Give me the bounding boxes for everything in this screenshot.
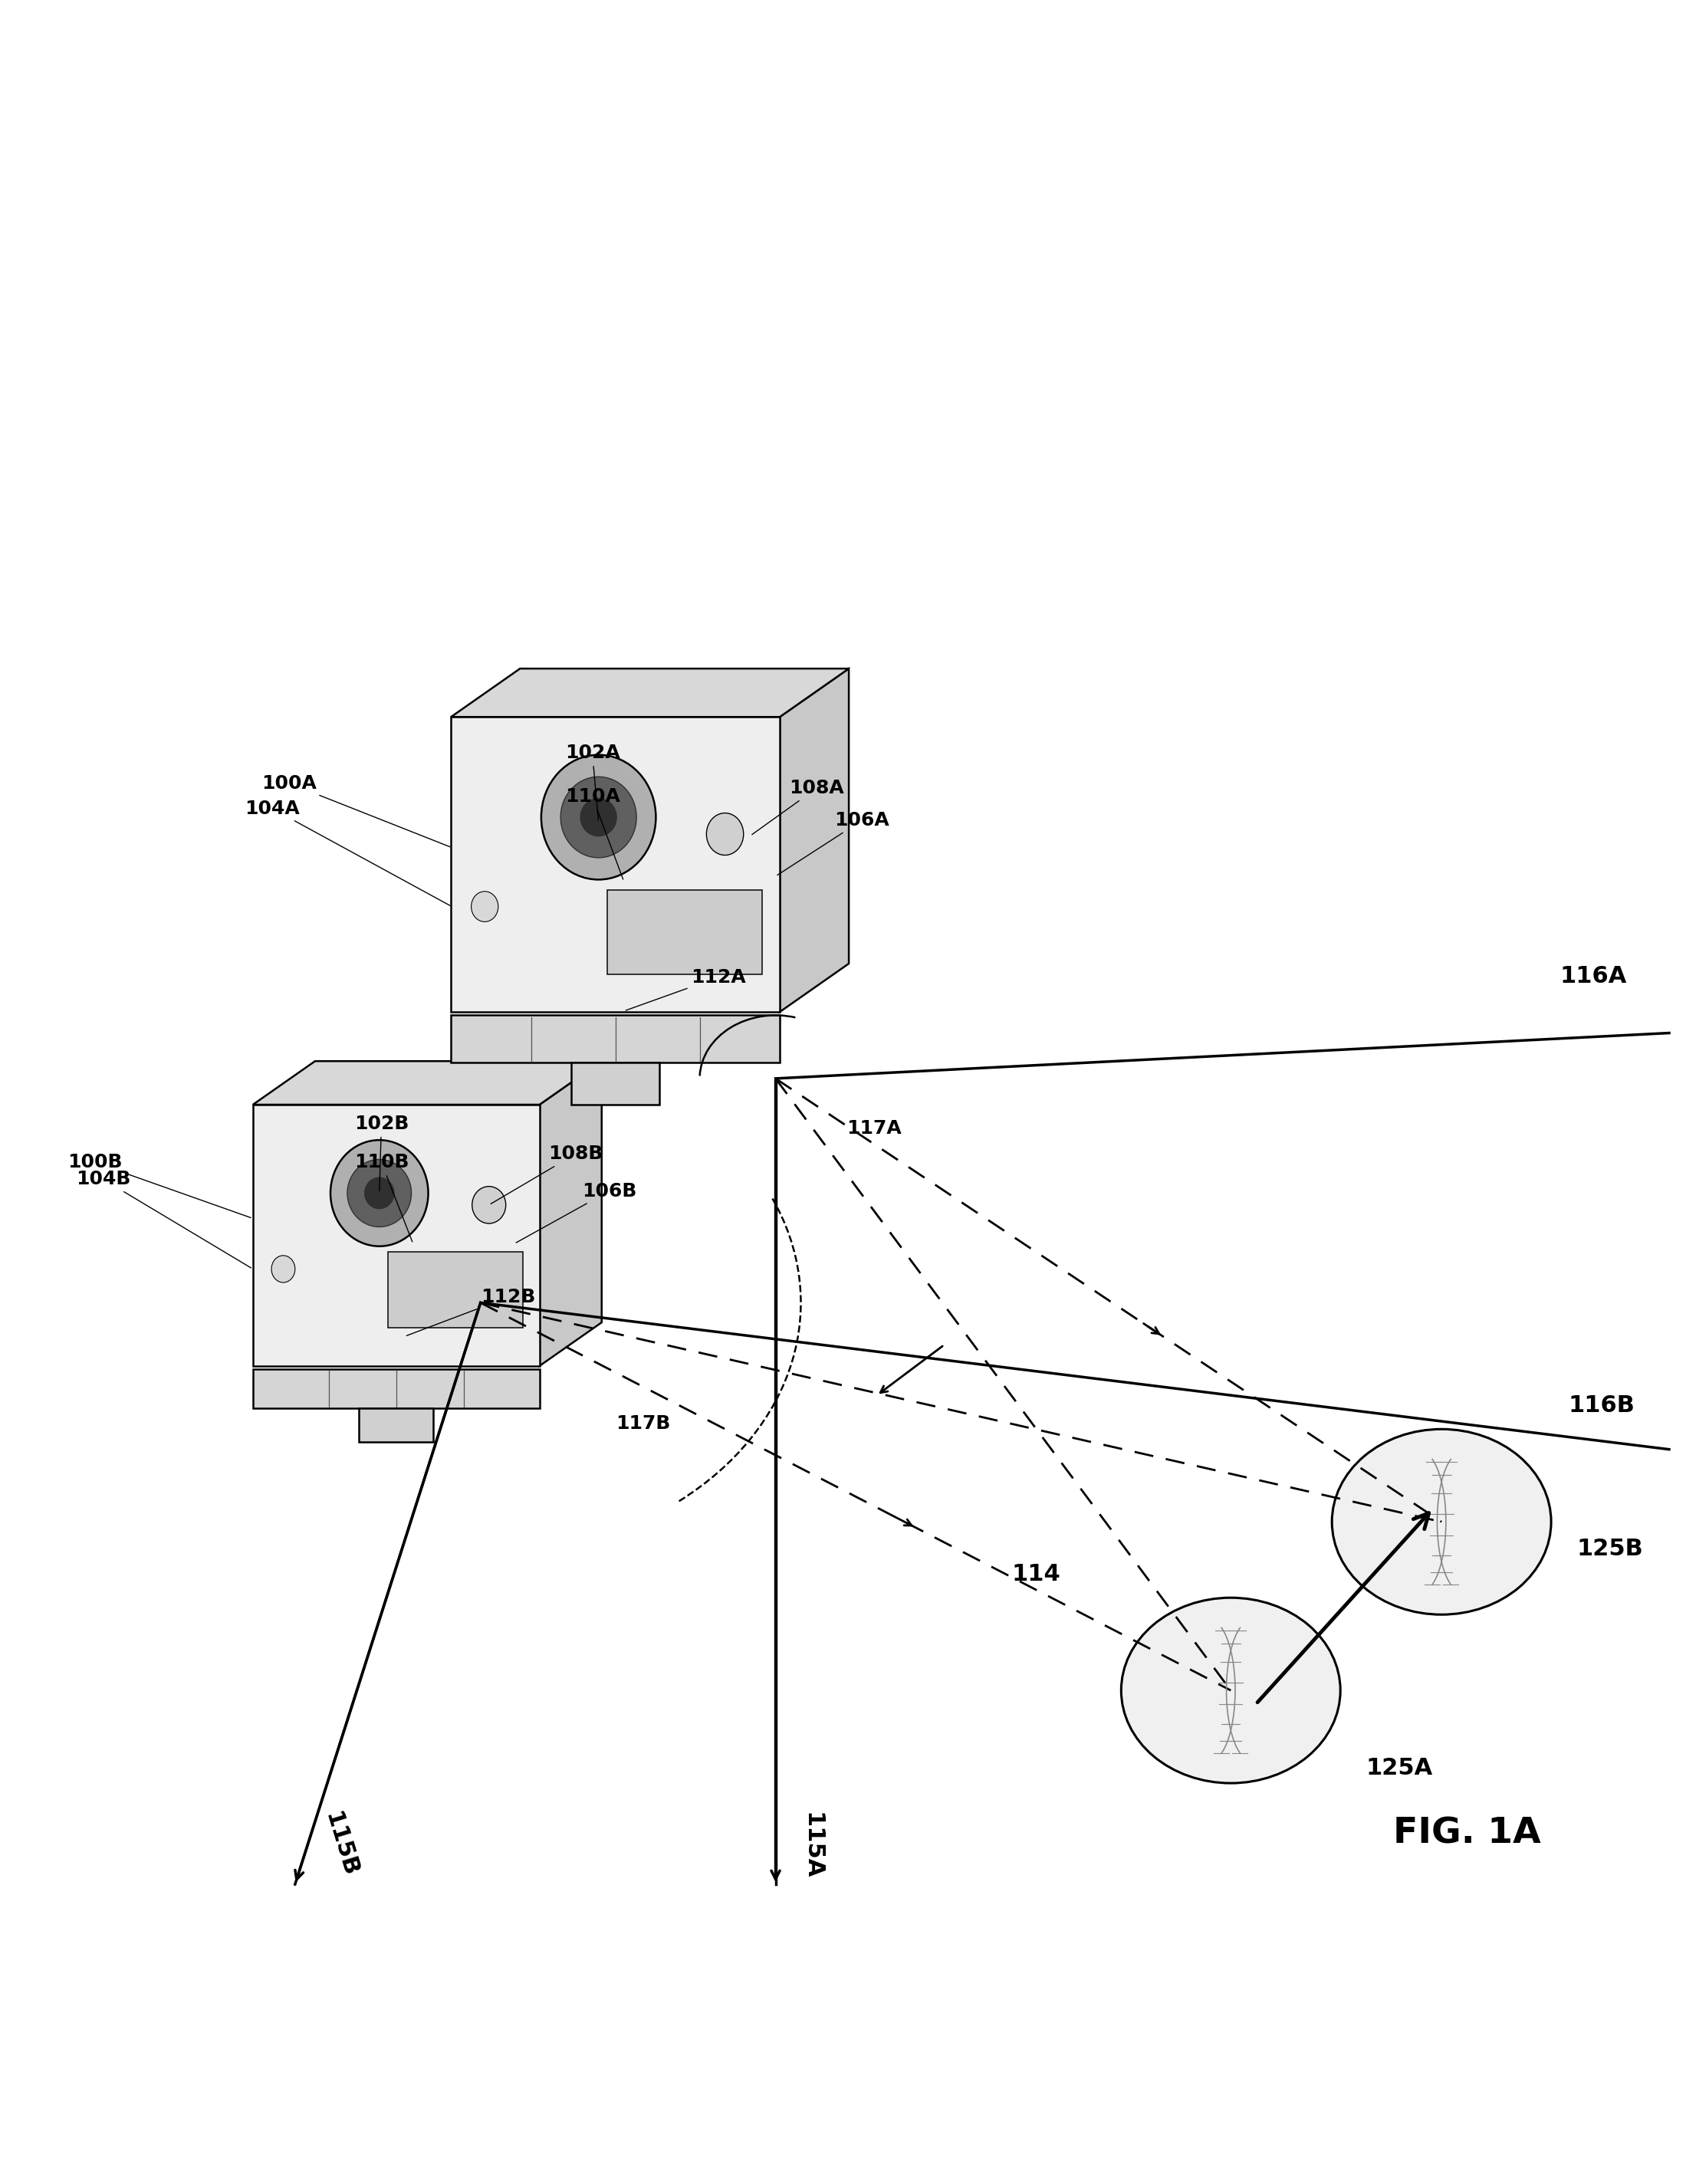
Ellipse shape [1121,1599,1340,1782]
Text: 110A: 110A [565,788,624,880]
Polygon shape [779,668,848,1011]
Text: 104B: 104B [76,1171,251,1269]
Text: 112B: 112B [406,1289,534,1337]
Text: 116A: 116A [1560,965,1627,987]
Polygon shape [315,1061,602,1324]
Polygon shape [253,1369,540,1409]
Polygon shape [359,1409,433,1441]
Polygon shape [540,1061,602,1365]
Text: 117A: 117A [846,1120,902,1138]
Ellipse shape [580,797,617,836]
Text: 115B: 115B [320,1808,361,1878]
Text: 116B: 116B [1568,1396,1635,1417]
Text: 108B: 108B [491,1144,602,1203]
Text: 125B: 125B [1576,1538,1642,1559]
Polygon shape [388,1251,523,1328]
Text: 100B: 100B [67,1153,251,1219]
Polygon shape [253,1061,602,1105]
Ellipse shape [271,1256,295,1282]
Text: 115A: 115A [801,1813,823,1878]
Polygon shape [572,1061,659,1105]
Ellipse shape [541,756,656,880]
Text: 106B: 106B [516,1182,636,1243]
Text: 108A: 108A [752,780,845,834]
Text: 100A: 100A [261,773,450,847]
Polygon shape [607,889,762,974]
Text: 106A: 106A [777,810,890,876]
Polygon shape [253,1105,540,1365]
Ellipse shape [330,1140,428,1247]
Ellipse shape [470,891,499,922]
Ellipse shape [1332,1428,1551,1614]
Ellipse shape [706,812,744,856]
Text: 104A: 104A [244,799,450,906]
Text: 102A: 102A [565,745,620,821]
Ellipse shape [560,778,636,858]
Ellipse shape [347,1160,411,1227]
Text: 125A: 125A [1366,1758,1433,1780]
Polygon shape [519,668,848,963]
Polygon shape [450,1016,779,1061]
Text: 112A: 112A [626,968,747,1011]
Ellipse shape [472,1186,506,1223]
Text: FIG. 1A: FIG. 1A [1393,1817,1541,1852]
Text: 114: 114 [1012,1564,1060,1586]
Polygon shape [450,716,779,1011]
Text: 110B: 110B [354,1153,413,1243]
Ellipse shape [364,1177,395,1210]
Text: 117B: 117B [615,1415,669,1433]
Polygon shape [450,668,848,716]
Text: 102B: 102B [354,1114,408,1190]
